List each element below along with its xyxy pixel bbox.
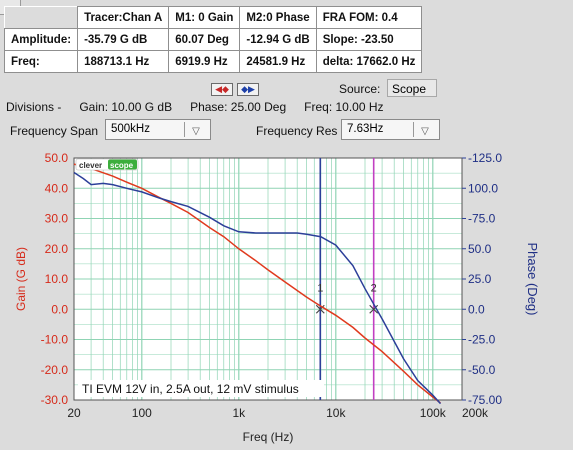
source-field[interactable]: Scope xyxy=(387,79,437,97)
logo-accent xyxy=(108,159,137,170)
chevron-down-icon: ▽ xyxy=(413,122,436,137)
y-right-tick-label: -50.0 xyxy=(468,363,496,377)
x-axis-title: Freq (Hz) xyxy=(243,430,294,444)
readout-cell: delta: 17662.0 Hz xyxy=(315,50,423,73)
y-left-tick-label: -30.0 xyxy=(41,393,69,407)
y-left-tick-label: 0.0 xyxy=(51,302,68,316)
y-right-tick-label: -125.0 xyxy=(468,151,502,165)
y-left-tick-label: 50.0 xyxy=(45,151,69,165)
divisions-phase: Phase: 25.00 Deg xyxy=(190,100,287,114)
readout-header-cell: Tracer:Chan A xyxy=(77,6,170,29)
marker-right-arrow-icon[interactable]: ◆▶ xyxy=(237,83,259,96)
readout-freq-row: Freq: 188713.1 Hz 6919.9 Hz 24581.9 Hz d… xyxy=(3,50,423,73)
source-label: Source: xyxy=(339,82,381,96)
y-right-tick-label: -75.00 xyxy=(468,393,502,407)
y-right-tick-label: 25.0 xyxy=(468,272,492,286)
readout-row-label: Amplitude: xyxy=(3,28,79,51)
frequency-res-select[interactable]: 7.63Hz ▽ xyxy=(341,119,440,140)
y-right-tick-label: -25.0 xyxy=(468,333,496,347)
logo-text: clever xyxy=(79,161,102,170)
readout-cell: -12.94 G dB xyxy=(239,28,317,51)
bode-chart: 1 2 50.0 40.0 30.0 20.0 10.0 0.0 -10.0 -20.0 -30.0… xyxy=(14,151,540,444)
frequency-span-label: Frequency Span xyxy=(10,124,99,138)
y-right-tick-label: 100.0 xyxy=(468,181,498,195)
readout-cell: 6919.9 Hz xyxy=(168,50,241,73)
y-right-tick-label: 0.0 xyxy=(468,302,485,316)
divisions-line: Divisions - Gain: 10.00 G dB Phase: 25.00 … xyxy=(6,100,402,114)
readout-row-label: Freq: xyxy=(3,50,79,73)
y-right-tick-label: -75.0 xyxy=(468,212,496,226)
annotation-bg xyxy=(78,380,324,397)
x-tick-label: 10k xyxy=(326,406,346,420)
chevron-down-icon: ▽ xyxy=(184,122,207,137)
y-left-tick-label: -10.0 xyxy=(41,333,69,347)
y-left-tick-label: 20.0 xyxy=(45,242,69,256)
x-tick-label: 200k xyxy=(462,406,489,420)
readout-amplitude-row: Amplitude: -35.79 G dB 60.07 Deg -12.94 … xyxy=(3,28,423,51)
annotation-text: TI EVM 12V in, 2.5A out, 12 mV stimulus xyxy=(82,382,299,396)
divisions-freq: Freq: 10.00 Hz xyxy=(304,100,384,114)
x-tick-label: 1k xyxy=(232,406,246,420)
readout-header-cell: M1: 0 Gain xyxy=(168,6,241,29)
readout-header-cell: M2:0 Phase xyxy=(239,6,317,29)
marker-cross-icon xyxy=(315,304,325,314)
y-left-tick-label: -20.0 xyxy=(41,363,69,377)
readout-cell: -35.79 G dB xyxy=(77,28,170,51)
readout-header-cell: FRA FOM: 0.4 xyxy=(315,6,423,29)
y-right-tick-label: 50.0 xyxy=(468,242,492,256)
frequency-span-select[interactable]: 500kHz ▽ xyxy=(105,119,211,140)
y-right-axis-title: Phase (Deg) xyxy=(525,243,540,316)
x-tick-label: 100k xyxy=(420,406,447,420)
phase-trace xyxy=(73,171,442,405)
marker-cross-icon xyxy=(369,304,379,314)
readout-cell: Slope: -23.50 xyxy=(315,28,423,51)
x-tick-label: 100 xyxy=(132,406,152,420)
frequency-span-value: 500kHz xyxy=(111,123,150,135)
readout-corner-cell xyxy=(4,6,78,29)
logo-text: scope xyxy=(110,161,134,170)
divisions-gain: Gain: 10.00 G dB xyxy=(79,100,173,114)
y-left-tick-label: 10.0 xyxy=(45,272,69,286)
readout-cell: 60.07 Deg xyxy=(168,28,241,51)
marker-readout-table: Tracer:Chan A M1: 0 Gain M2:0 Phase FRA … xyxy=(3,6,423,73)
frequency-res-value: 7.63Hz xyxy=(347,123,384,135)
marker-left-arrow-icon[interactable]: ◀◆ xyxy=(211,83,233,96)
readout-cell: 24581.9 Hz xyxy=(239,50,317,73)
y-left-tick-label: 40.0 xyxy=(45,181,69,195)
gain-trace xyxy=(73,163,441,404)
marker-label: 1 xyxy=(317,282,323,294)
readout-cell: 188713.1 Hz xyxy=(77,50,170,73)
readout-header-row: Tracer:Chan A M1: 0 Gain M2:0 Phase FRA … xyxy=(4,6,423,29)
x-tick-label: 20 xyxy=(67,406,81,420)
marker-label: 2 xyxy=(371,282,377,294)
divisions-label: Divisions - xyxy=(6,100,62,114)
frequency-res-label: Frequency Res xyxy=(256,124,338,138)
y-left-axis-title: Gain (G dB) xyxy=(14,247,28,311)
y-left-tick-label: 30.0 xyxy=(45,212,69,226)
